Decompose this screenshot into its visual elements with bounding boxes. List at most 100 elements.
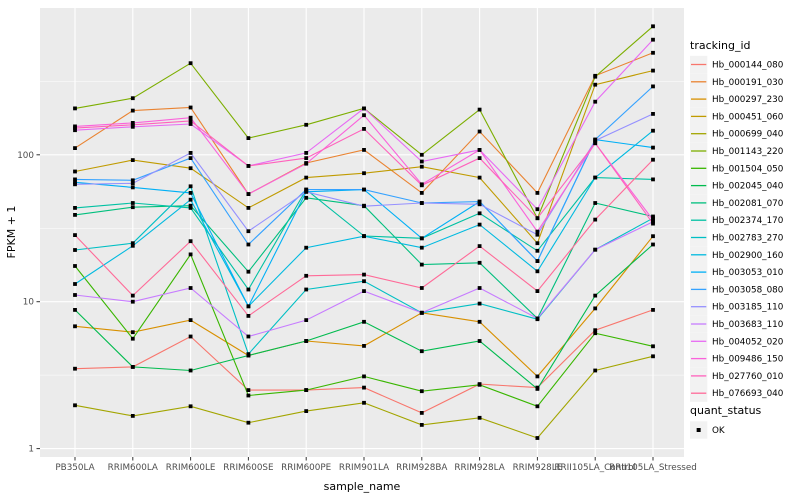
data-point-Hb_001504_050: [651, 344, 655, 349]
data-point-Hb_004052_020: [188, 122, 193, 126]
data-point-Hb_027760_010: [593, 141, 598, 146]
legend-entry-label: Hb_001504_050: [712, 164, 784, 174]
legend-entry-Hb_000699_040: Hb_000699_040: [690, 125, 784, 143]
data-point-Hb_002783_270: [362, 279, 366, 284]
data-point-Hb_000191_030: [188, 105, 193, 110]
data-point-Hb_000451_060: [304, 175, 309, 180]
legend-entry-Hb_003185_110: Hb_003185_110: [690, 298, 784, 316]
axis-tick-marks: [36, 154, 654, 461]
data-point-Hb_000699_040: [304, 409, 309, 413]
data-point-Hb_003185_110: [188, 151, 193, 155]
legend-entry-Hb_002783_270: Hb_002783_270: [690, 228, 784, 247]
legend-entry-label: Hb_003053_010: [712, 268, 784, 278]
legend-entry-label: OK: [712, 426, 725, 436]
data-point-Hb_027760_010: [73, 126, 77, 130]
data-point-Hb_002045_040: [419, 349, 424, 354]
data-point-Hb_000297_230: [362, 344, 366, 348]
data-point-Hb_001143_220: [593, 74, 598, 79]
legend-entry-Hb_009486_150: Hb_009486_150: [690, 349, 784, 368]
data-point-Hb_000144_080: [419, 411, 424, 415]
data-point-Hb_004052_020: [419, 159, 424, 164]
data-point-Hb_000451_060: [419, 164, 424, 169]
x-tick-label: RRIM928LA: [454, 463, 504, 473]
data-point-Hb_002900_160: [419, 245, 424, 250]
data-point-Hb_002900_160: [304, 245, 309, 250]
data-point-Hb_003053_010: [651, 145, 655, 150]
y-tick-label: 1: [28, 445, 34, 455]
data-point-Hb_002783_270: [477, 301, 482, 306]
data-point-Hb_003053_010: [188, 191, 193, 195]
data-point-Hb_004052_020: [304, 151, 309, 155]
data-point-Hb_000699_040: [188, 404, 193, 409]
data-point-Hb_003058_080: [362, 187, 366, 192]
data-point-Hb_003058_080: [130, 178, 135, 183]
legend-entry-label: Hb_009486_150: [712, 355, 784, 365]
data-point-Hb_027760_010: [651, 221, 655, 226]
data-point-Hb_009486_150: [304, 161, 309, 166]
data-point-Hb_003683_110: [246, 334, 251, 339]
legend-quant-status-entries: OK: [690, 421, 725, 439]
data-point-Hb_076693_040: [130, 293, 135, 298]
legend-entry-label: Hb_002374_170: [712, 216, 784, 226]
data-point-Hb_000144_080: [593, 328, 598, 333]
data-point-Hb_001504_050: [188, 252, 193, 257]
data-point-Hb_001504_050: [362, 374, 366, 379]
data-point-Hb_001504_050: [593, 331, 598, 336]
data-point-Hb_076693_040: [188, 239, 193, 244]
data-point-Hb_002045_040: [593, 293, 598, 298]
plot-panel: [40, 8, 684, 457]
data-point-Hb_076693_040: [477, 244, 482, 248]
data-point-Hb_001504_050: [130, 336, 135, 341]
legend-entry-label: Hb_000144_080: [712, 61, 784, 71]
data-point-Hb_001143_220: [130, 96, 135, 101]
data-point-Hb_004052_020: [535, 207, 540, 212]
legend-entry-label: Hb_003683_110: [712, 320, 784, 330]
data-point-Hb_003185_110: [362, 204, 366, 209]
data-point-Hb_002900_160: [593, 175, 598, 180]
x-tick-label: RRII105LA_Stressed: [609, 463, 697, 473]
data-point-Hb_000699_040: [362, 400, 366, 405]
data-point-Hb_000451_060: [477, 175, 482, 180]
data-point-Hb_001504_050: [419, 389, 424, 394]
data-point-Hb_002900_160: [130, 243, 135, 248]
data-point-Hb_003185_110: [535, 232, 540, 237]
data-point-Hb_009486_150: [651, 218, 655, 222]
legend-entry-label: Hb_001143_220: [712, 147, 784, 157]
data-point-Hb_003683_110: [304, 318, 309, 322]
data-point-Hb_027760_010: [246, 164, 251, 168]
data-point-Hb_004052_020: [73, 128, 77, 133]
data-point-Hb_003058_080: [477, 199, 482, 204]
data-point-Hb_076693_040: [73, 233, 77, 237]
data-point-Hb_001143_220: [419, 152, 424, 157]
data-point-Hb_009486_150: [246, 192, 251, 196]
legend-entry-Hb_000144_080: Hb_000144_080: [690, 55, 784, 74]
x-tick-label: RRIM600LA: [108, 463, 158, 473]
data-point-Hb_002081_070: [304, 195, 309, 200]
data-point-Hb_002081_070: [246, 269, 251, 274]
data-point-Hb_000191_030: [362, 148, 366, 152]
y-axis-title: FPKM + 1: [5, 206, 18, 259]
data-point-Hb_002045_040: [304, 339, 309, 343]
data-point-Hb_009486_150: [477, 148, 482, 152]
data-point-Hb_000699_040: [535, 436, 540, 440]
legend-entry-Hb_001143_220: Hb_001143_220: [690, 142, 784, 160]
legend-entry-Hb_004052_020: Hb_004052_020: [690, 332, 784, 350]
data-point-Hb_000191_030: [73, 146, 77, 150]
data-point-Hb_001143_220: [477, 107, 482, 112]
data-point-Hb_000451_060: [246, 206, 251, 210]
data-point-Hb_003053_010: [73, 180, 77, 185]
data-point-Hb_002081_070: [188, 203, 193, 208]
data-point-Hb_003185_110: [73, 182, 77, 187]
legend-entry-Hb_000451_060: Hb_000451_060: [690, 107, 784, 126]
legend-entry-label: Hb_003058_080: [712, 285, 784, 295]
data-point-Hb_027760_010: [304, 156, 309, 160]
data-point-Hb_000699_040: [593, 368, 598, 373]
data-point-Hb_003683_110: [419, 310, 424, 315]
y-tick-label: 100: [17, 151, 34, 161]
legend-entry-label: Hb_002081_070: [712, 199, 784, 209]
data-point-Hb_003053_010: [130, 185, 135, 190]
data-point-Hb_027760_010: [477, 156, 482, 160]
data-point-Hb_027760_010: [130, 122, 135, 127]
data-point-Hb_003058_080: [246, 242, 251, 247]
